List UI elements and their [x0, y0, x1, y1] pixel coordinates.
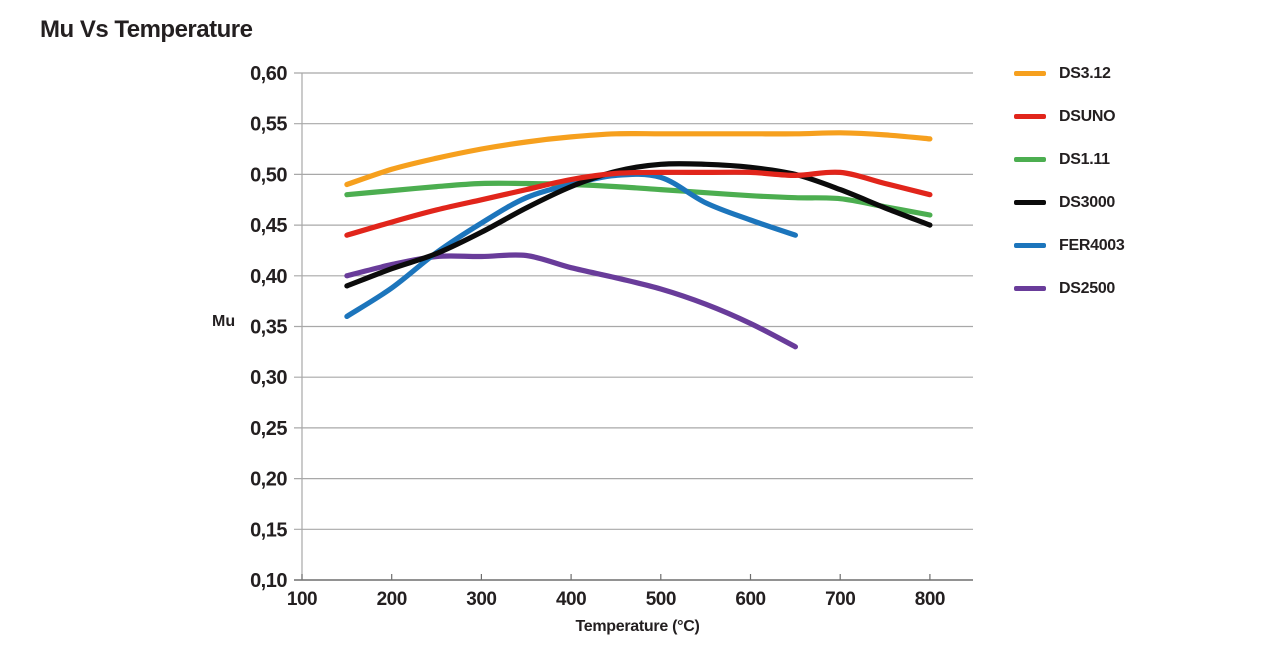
- legend-label: DS3.12: [1059, 64, 1111, 82]
- x-tick-label: 300: [466, 589, 496, 610]
- legend-item-ds3-12: DS3.12: [1014, 52, 1125, 95]
- legend-item-ds3000: DS3000: [1014, 181, 1125, 224]
- y-tick-label: 0,15: [250, 519, 287, 541]
- y-tick-label: 0,30: [250, 367, 287, 389]
- legend-swatch: [1014, 114, 1046, 119]
- y-tick-label: 0,20: [250, 469, 287, 491]
- series-line-ds1-11: [344, 180, 933, 218]
- x-tick-label: 600: [735, 589, 765, 610]
- x-tick-label: 200: [377, 589, 407, 610]
- legend-item-fer4003: FER4003: [1014, 224, 1125, 267]
- x-axis-title: Temperature (°C): [575, 618, 700, 635]
- series-line-ds3000: [344, 161, 933, 289]
- y-tick-label: 0,55: [250, 114, 287, 136]
- x-tick-label: 800: [915, 589, 945, 610]
- legend-item-ds2500: DS2500: [1014, 267, 1125, 310]
- y-tick-label: 0,40: [250, 266, 287, 288]
- y-tick-label: 0,35: [250, 317, 287, 339]
- series-line-dsuno: [344, 169, 933, 238]
- legend-label: DS2500: [1059, 279, 1116, 297]
- legend-label: DSUNO: [1059, 107, 1116, 125]
- x-tick-label: 400: [556, 589, 586, 610]
- legend-label: DS1.11: [1059, 150, 1110, 168]
- legend-swatch: [1014, 200, 1046, 205]
- x-tick-label: 500: [646, 589, 676, 610]
- x-tick-label: 700: [825, 589, 855, 610]
- y-axis-title: Mu: [212, 313, 236, 330]
- legend-swatch: [1014, 286, 1046, 291]
- legend-item-ds1-11: DS1.11: [1014, 138, 1125, 181]
- x-tick-label: 100: [287, 589, 317, 610]
- y-tick-label: 0,60: [250, 63, 287, 85]
- series-line-ds3-12: [344, 130, 933, 188]
- legend-swatch: [1014, 157, 1046, 162]
- y-tick-label: 0,10: [250, 570, 287, 592]
- y-tick-label: 0,50: [250, 164, 287, 186]
- y-tick-label: 0,45: [250, 215, 287, 237]
- legend-label: DS3000: [1059, 193, 1116, 211]
- legend: DS3.12 DSUNO DS1.11 DS3000 FER4003 DS2500: [1014, 52, 1125, 310]
- legend-label: FER4003: [1059, 236, 1125, 254]
- legend-item-dsuno: DSUNO: [1014, 95, 1125, 138]
- legend-swatch: [1014, 243, 1046, 248]
- y-tick-label: 0,25: [250, 418, 287, 440]
- legend-swatch: [1014, 71, 1046, 76]
- page-title: Mu Vs Temperature: [40, 16, 253, 43]
